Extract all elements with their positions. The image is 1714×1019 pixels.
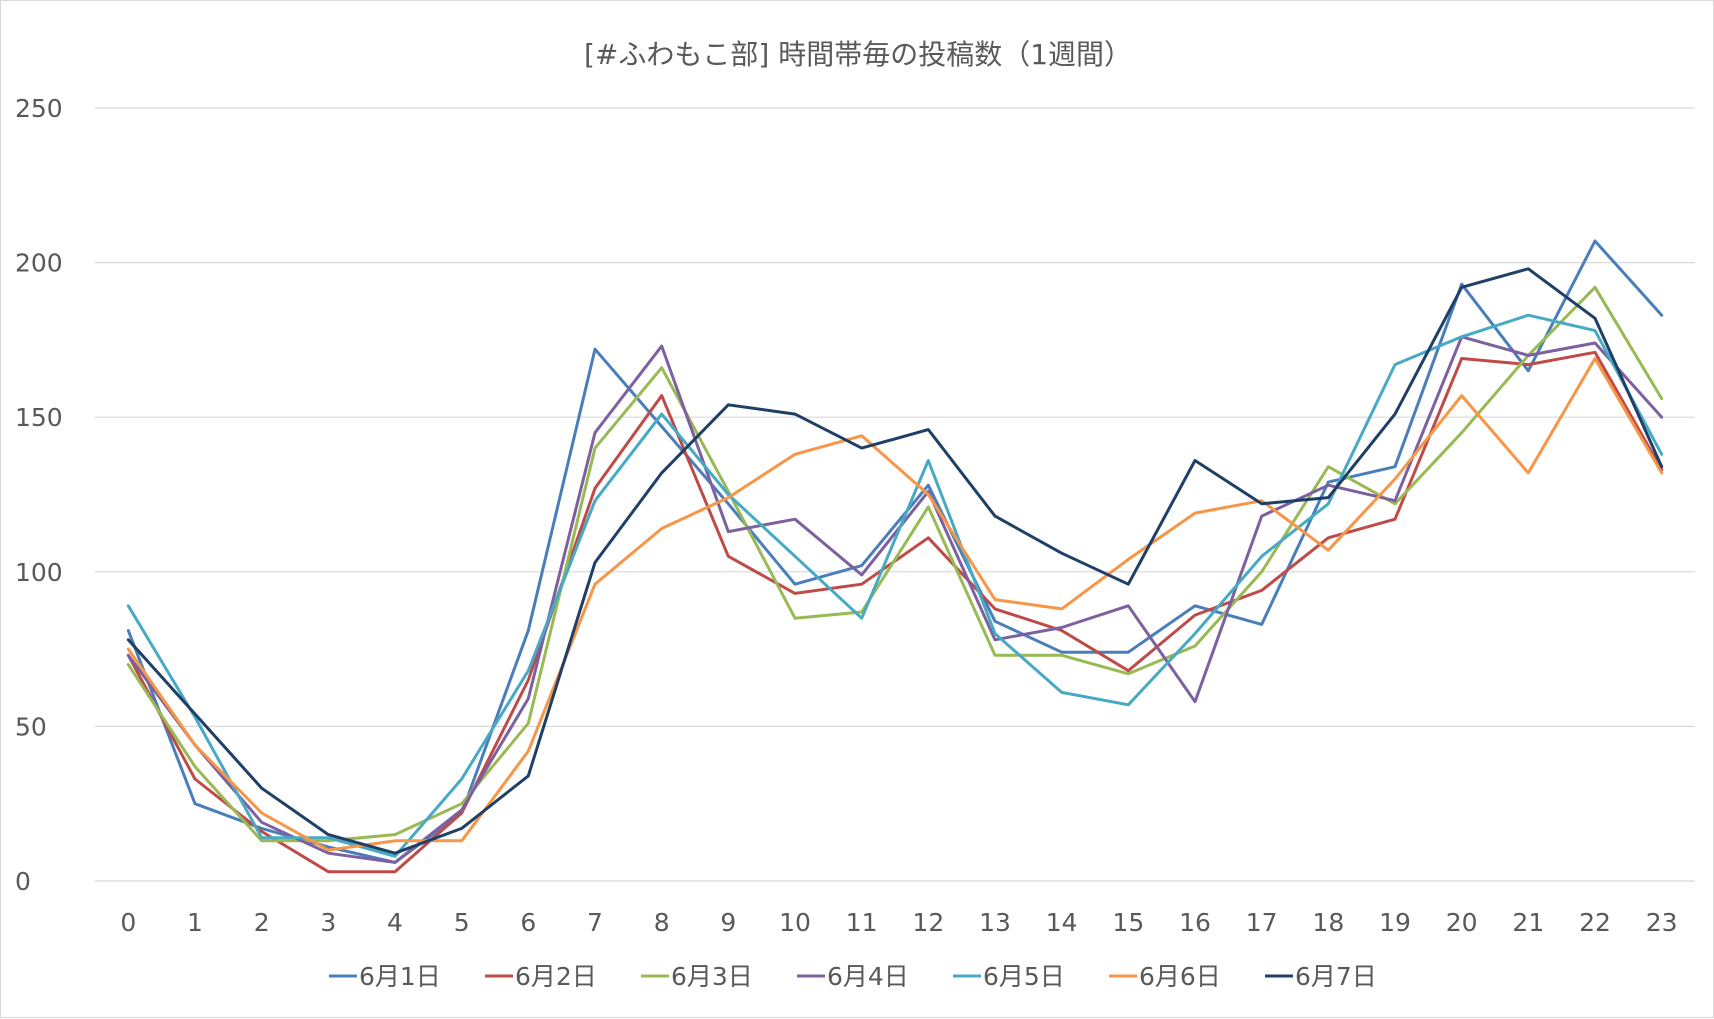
- x-tick-label: 10: [779, 908, 811, 937]
- x-tick-label: 9: [720, 908, 736, 937]
- y-tick-label: 0: [15, 867, 31, 896]
- x-tick-label: 13: [979, 908, 1011, 937]
- y-tick-label: 100: [15, 558, 63, 587]
- series-line-5: [126, 313, 1664, 858]
- x-tick-label: 0: [120, 908, 136, 937]
- legend-item: 6月2日: [485, 962, 597, 991]
- x-tick-label: 22: [1579, 908, 1611, 937]
- x-tick-label: 21: [1512, 908, 1544, 937]
- series-2: [126, 350, 1664, 874]
- x-tick-label: 11: [846, 908, 878, 937]
- legend-item: 6月4日: [797, 962, 909, 991]
- x-tick-label: 16: [1179, 908, 1211, 937]
- legend-item: 6月1日: [329, 962, 441, 991]
- x-tick-label: 14: [1046, 908, 1078, 937]
- legend-item: 6月5日: [953, 962, 1065, 991]
- legend-item: 6月7日: [1265, 962, 1377, 991]
- series-lines: [126, 239, 1664, 874]
- x-tick-label: 20: [1446, 908, 1478, 937]
- legend-label: 6月7日: [1295, 962, 1377, 991]
- x-tick-label: 15: [1112, 908, 1144, 937]
- x-tick-label: 2: [254, 908, 270, 937]
- series-line-2: [126, 350, 1664, 874]
- y-axis-ticks: 0 50 100 150 200 250: [15, 94, 63, 896]
- series-1: [126, 239, 1664, 864]
- y-tick-label: 50: [15, 712, 47, 741]
- x-tick-label: 17: [1246, 908, 1278, 937]
- x-tick-label: 23: [1646, 908, 1678, 937]
- series-line-1: [126, 239, 1664, 864]
- series-line-4: [126, 335, 1664, 864]
- y-tick-label: 150: [15, 403, 63, 432]
- x-tick-label: 3: [320, 908, 336, 937]
- series-line-3: [126, 285, 1664, 843]
- legend-label: 6月2日: [515, 962, 597, 991]
- series-6: [126, 357, 1664, 852]
- series-5: [126, 313, 1664, 858]
- y-tick-label: 250: [15, 94, 63, 123]
- legend-label: 6月4日: [827, 962, 909, 991]
- x-tick-label: 19: [1379, 908, 1411, 937]
- series-7: [126, 267, 1664, 855]
- chart-title: [#ふわもこ部] 時間帯毎の投稿数（1週間）: [584, 38, 1132, 71]
- x-tick-label: 7: [587, 908, 603, 937]
- x-tick-label: 1: [187, 908, 203, 937]
- legend-label: 6月3日: [671, 962, 753, 991]
- x-axis-ticks: 0 1 2 3 4 5 6 7 8 9 10 11 12 13 14 15 16 17 18 19 20 21 22 23: [120, 908, 1677, 937]
- series-3: [126, 285, 1664, 843]
- series-line-7: [126, 267, 1664, 855]
- series-line-6: [126, 357, 1664, 852]
- x-tick-label: 18: [1312, 908, 1344, 937]
- series-4: [126, 335, 1664, 864]
- x-tick-label: 6: [520, 908, 536, 937]
- legend-label: 6月1日: [359, 962, 441, 991]
- x-tick-label: 8: [654, 908, 670, 937]
- x-tick-label: 5: [454, 908, 470, 937]
- y-tick-label: 200: [15, 249, 63, 278]
- x-tick-label: 4: [387, 908, 403, 937]
- x-tick-label: 12: [912, 908, 944, 937]
- legend-item: 6月6日: [1109, 962, 1221, 991]
- legend-label: 6月5日: [983, 962, 1065, 991]
- legend: 6月1日 6月2日 6月3日 6月4日 6月5日 6月6日 6月7日: [329, 962, 1377, 991]
- legend-item: 6月3日: [641, 962, 753, 991]
- gridlines: [95, 107, 1695, 882]
- legend-label: 6月6日: [1139, 962, 1221, 991]
